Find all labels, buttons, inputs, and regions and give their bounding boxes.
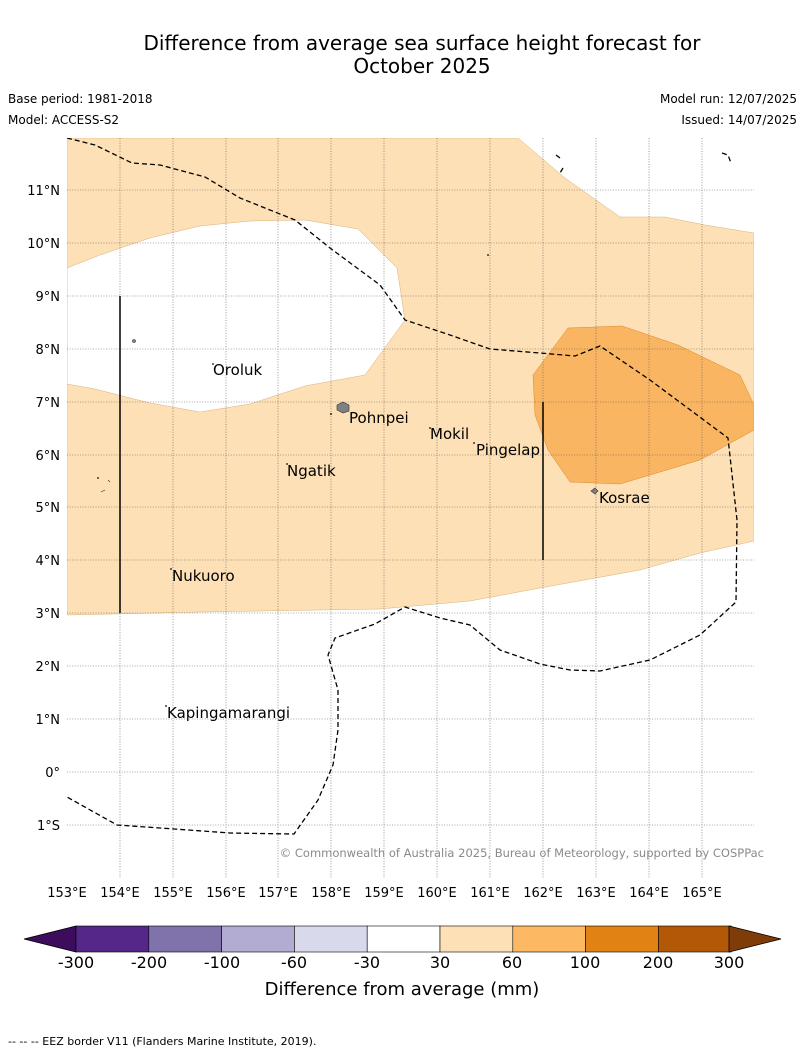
label-oroluk: Oroluk xyxy=(213,361,262,379)
colorbar-tick-label: 300 xyxy=(714,953,745,972)
lat-label: 11°N xyxy=(27,184,60,199)
colorbar-extend-high xyxy=(728,925,782,953)
label-pingelap: Pingelap xyxy=(476,441,540,459)
anomaly-region-60-100 xyxy=(532,325,754,485)
issued-date: Issued: 14/07/2025 xyxy=(681,113,797,127)
lon-label: 162°E xyxy=(523,886,563,901)
colorbar-tick-label: 200 xyxy=(643,953,674,972)
title-line-1: Difference from average sea surface heig… xyxy=(143,31,701,55)
lon-label: 165°E xyxy=(682,886,722,901)
lon-label: 155°E xyxy=(153,886,193,901)
lon-label: 156°E xyxy=(206,886,246,901)
colorbar-cell xyxy=(585,925,659,953)
colorbar-tick-label: 60 xyxy=(502,953,522,972)
map-area xyxy=(67,138,754,878)
lat-label: 8°N xyxy=(36,343,61,358)
lon-label: 154°E xyxy=(100,886,140,901)
colorbar-tick-label: -30 xyxy=(354,953,380,972)
colorbar-cell xyxy=(294,925,368,953)
label-ngatik: Ngatik xyxy=(287,462,336,480)
eez-border xyxy=(67,138,738,835)
label-nukuoro: Nukuoro xyxy=(172,567,235,585)
chart-title: Difference from average sea surface heig… xyxy=(0,32,804,78)
longitude-labels: 153°E 154°E 155°E 156°E 157°E 158°E 159°… xyxy=(47,886,722,901)
pohnpei-island xyxy=(336,401,350,414)
lat-label: 0° xyxy=(45,766,60,781)
lat-label: 6°N xyxy=(36,449,61,464)
colorbar-tick-label: 30 xyxy=(430,953,450,972)
colorbar-cell xyxy=(366,925,441,953)
lat-label: 3°N xyxy=(36,607,61,622)
label-kosrae: Kosrae xyxy=(599,489,650,507)
colorbar-cell xyxy=(439,925,514,953)
graticule xyxy=(67,138,754,878)
eez-source-note: -- -- -- EEZ border V11 (Flanders Marine… xyxy=(8,1035,317,1048)
model-name: Model: ACCESS-S2 xyxy=(8,113,120,127)
colorbar-cell xyxy=(658,925,732,953)
lon-label: 157°E xyxy=(258,886,298,901)
lat-label: 1°N xyxy=(36,713,61,728)
lat-label: 9°N xyxy=(36,290,61,305)
lat-label: 10°N xyxy=(27,237,60,252)
lon-label: 160°E xyxy=(417,886,457,901)
lon-label: 163°E xyxy=(576,886,616,901)
colorbar-cell xyxy=(512,925,586,953)
colorbar-tick-label: -300 xyxy=(58,953,94,972)
colorbar-tick-label: -100 xyxy=(204,953,240,972)
label-kapingamarangi: Kapingamarangi xyxy=(167,704,290,722)
colorbar-cell xyxy=(75,925,150,953)
model-run: Model run: 12/07/2025 xyxy=(659,92,797,106)
colorbar-tick-label: -200 xyxy=(131,953,167,972)
title-line-2: October 2025 xyxy=(353,54,491,78)
colorbar-extend-low xyxy=(23,925,77,953)
lat-label: 4°N xyxy=(36,554,61,569)
lon-label: 164°E xyxy=(629,886,669,901)
land-masses xyxy=(97,254,599,707)
place-labels: Oroluk Pohnpei Mokil Pingelap Ngatik Kos… xyxy=(167,361,650,722)
kosrae-island xyxy=(590,487,599,495)
colorbar-label: Difference from average (mm) xyxy=(265,979,540,1000)
lat-label: 7°N xyxy=(36,396,61,411)
colorbar-tick-label: -60 xyxy=(281,953,307,972)
colorbar xyxy=(23,925,782,953)
lat-label: 5°N xyxy=(36,501,61,516)
copyright-notice: © Commonwealth of Australia 2025, Bureau… xyxy=(280,846,764,860)
latitude-labels: 11°N 10°N 9°N 8°N 7°N 6°N 5°N 4°N 3°N 2°… xyxy=(27,184,60,834)
lon-label: 161°E xyxy=(470,886,510,901)
lon-label: 159°E xyxy=(364,886,404,901)
base-period: Base period: 1981-2018 xyxy=(8,92,153,106)
colorbar-cell xyxy=(148,925,222,953)
lat-label: 1°S xyxy=(37,819,60,834)
colorbar-ticks: -300 -200 -100 -60 -30 30 60 100 200 300 xyxy=(58,953,744,972)
colorbar-tick-label: 100 xyxy=(570,953,601,972)
lat-label: 2°N xyxy=(36,660,61,675)
label-pohnpei: Pohnpei xyxy=(349,409,409,427)
label-mokil: Mokil xyxy=(430,425,469,443)
colorbar-cell xyxy=(221,925,295,953)
lon-label: 153°E xyxy=(47,886,87,901)
lon-label: 158°E xyxy=(311,886,351,901)
